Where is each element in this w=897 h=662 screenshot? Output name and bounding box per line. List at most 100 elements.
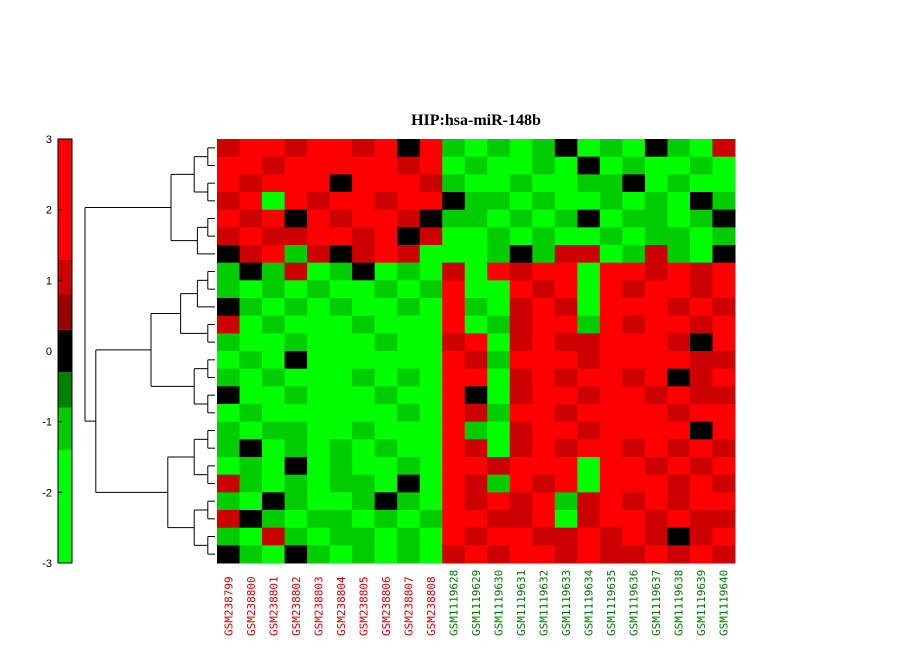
heatmap-cell <box>374 192 398 211</box>
heatmap-cell <box>217 510 241 529</box>
heatmap-cell <box>712 545 736 564</box>
heatmap-cell <box>532 315 556 334</box>
heatmap-cell <box>644 421 668 440</box>
heatmap-cell <box>577 386 601 405</box>
heatmap-cell <box>464 192 488 211</box>
heatmap-cell <box>532 439 556 458</box>
heatmap-cell <box>464 262 488 281</box>
heatmap-cell <box>464 298 488 317</box>
heatmap-cell <box>329 457 353 476</box>
heatmap-cell <box>329 139 353 158</box>
heatmap-cell <box>239 457 263 476</box>
heatmap-cell <box>329 510 353 529</box>
heatmap-cell <box>644 386 668 405</box>
heatmap-cell <box>532 156 556 175</box>
heatmap-cell <box>307 192 331 211</box>
heatmap-cell <box>532 333 556 352</box>
heatmap-cell <box>487 492 511 511</box>
heatmap-cell <box>532 421 556 440</box>
heatmap-cell <box>644 545 668 564</box>
heatmap-cell <box>419 192 443 211</box>
column-label: GSM1119629 <box>470 570 483 636</box>
heatmap-cell <box>644 280 668 299</box>
heatmap-cell <box>622 474 646 493</box>
heatmap-cell <box>689 527 713 546</box>
heatmap-cell <box>352 492 376 511</box>
heatmap-cell <box>284 209 308 228</box>
heatmap-cell <box>554 421 578 440</box>
heatmap-cell <box>622 245 646 264</box>
heatmap-cell <box>262 351 286 370</box>
heatmap-cell <box>419 351 443 370</box>
heatmap-cell <box>307 527 331 546</box>
heatmap-cell <box>352 174 376 193</box>
heatmap-cell <box>217 156 241 175</box>
heatmap-cell <box>217 386 241 405</box>
colorbar-bin <box>58 372 72 408</box>
heatmap-cell <box>577 492 601 511</box>
heatmap-cell <box>712 368 736 387</box>
heatmap-cell <box>262 527 286 546</box>
heatmap-cell <box>397 298 421 317</box>
heatmap-cell <box>262 421 286 440</box>
column-label: GSM238808 <box>425 576 438 636</box>
heatmap-cell <box>622 368 646 387</box>
heatmap-cell <box>622 457 646 476</box>
heatmap-cell <box>712 421 736 440</box>
heatmap-cell <box>554 139 578 158</box>
heatmap-cell <box>667 315 691 334</box>
heatmap-cell <box>464 474 488 493</box>
heatmap-cell <box>487 386 511 405</box>
heatmap-cell <box>599 351 623 370</box>
heatmap-cell <box>487 439 511 458</box>
heatmap-cell <box>419 368 443 387</box>
heatmap-cell <box>689 421 713 440</box>
heatmap-cell <box>577 545 601 564</box>
heatmap-cell <box>689 156 713 175</box>
heatmap-cell <box>644 439 668 458</box>
heatmap-cell <box>622 192 646 211</box>
heatmap-cell <box>577 421 601 440</box>
heatmap-cell <box>509 209 533 228</box>
heatmap-cell <box>262 510 286 529</box>
heatmap-cell <box>442 527 466 546</box>
heatmap-cell <box>262 545 286 564</box>
heatmap-cell <box>374 333 398 352</box>
heatmap-cell <box>239 351 263 370</box>
heatmap-cell <box>284 439 308 458</box>
heatmap-cell <box>644 474 668 493</box>
heatmap-cell <box>397 457 421 476</box>
colorbar-tick-label: -2 <box>42 487 52 499</box>
heatmap-cell <box>532 368 556 387</box>
heatmap-cell <box>352 404 376 423</box>
heatmap-cell <box>464 209 488 228</box>
heatmap-cell <box>712 404 736 423</box>
heatmap-cell <box>532 227 556 246</box>
heatmap-cell <box>532 545 556 564</box>
heatmap-cell <box>284 527 308 546</box>
heatmap-cell <box>712 209 736 228</box>
column-label: GSM1119633 <box>560 570 573 636</box>
heatmap-cell <box>577 209 601 228</box>
column-label: GSM1119635 <box>605 570 618 636</box>
heatmap-cell <box>712 298 736 317</box>
heatmap-cell <box>667 368 691 387</box>
heatmap-cell <box>329 245 353 264</box>
heatmap-cell <box>262 280 286 299</box>
colorbar-bin <box>58 139 72 260</box>
heatmap-cell <box>284 351 308 370</box>
heatmap-cell <box>284 457 308 476</box>
heatmap-cell <box>217 174 241 193</box>
heatmap-cell <box>712 439 736 458</box>
heatmap-cell <box>284 298 308 317</box>
heatmap-cell <box>509 333 533 352</box>
heatmap-cell <box>419 386 443 405</box>
heatmap-cell <box>307 492 331 511</box>
heatmap-cell <box>712 510 736 529</box>
heatmap-cell <box>712 227 736 246</box>
heatmap-cell <box>374 368 398 387</box>
heatmap-cell <box>667 351 691 370</box>
heatmap-cell <box>622 386 646 405</box>
heatmap-cell <box>577 404 601 423</box>
